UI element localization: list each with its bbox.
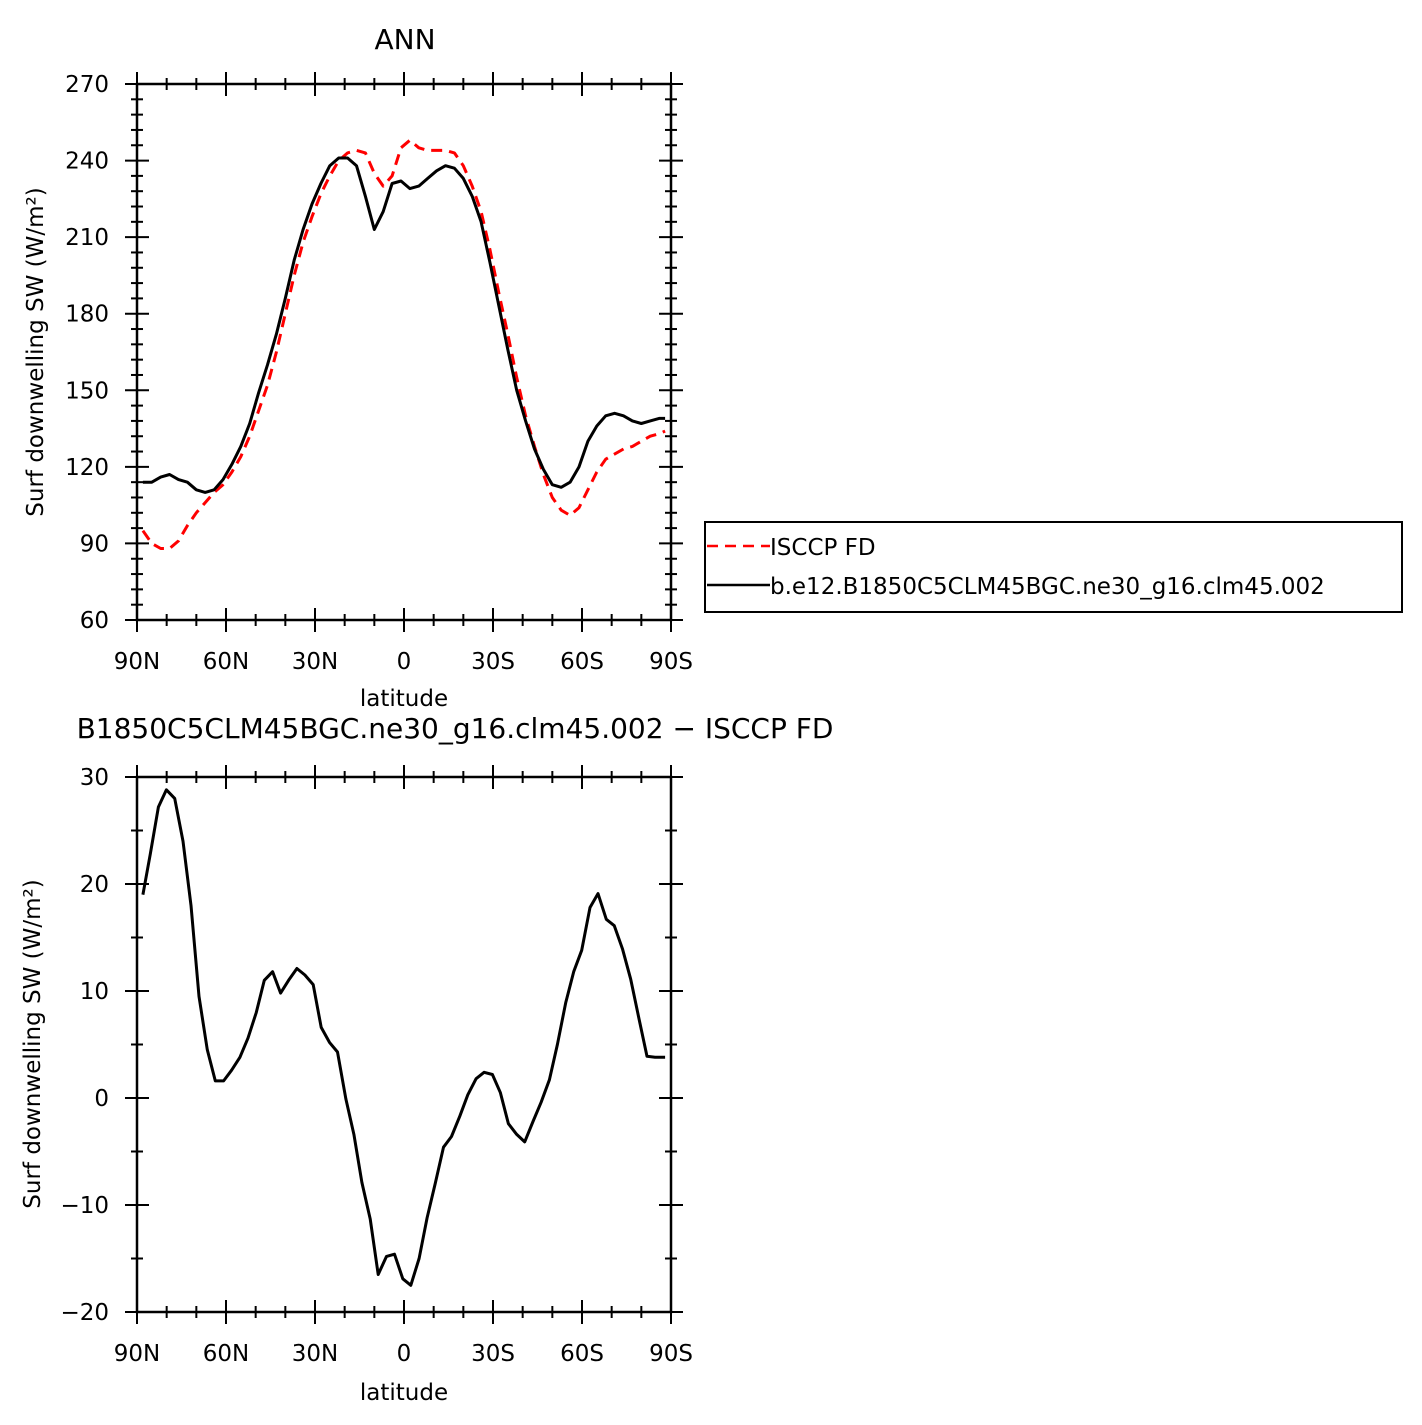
top-x-tick-labels: 90N 60N 30N 0 30S 60S 90S <box>114 649 693 675</box>
bottom-x-tick-label: 90S <box>649 1341 693 1367</box>
bottom-x-tick-label: 30N <box>292 1341 338 1367</box>
top-x-axis-title: latitude <box>360 686 448 712</box>
legend: ISCCP FD b.e12.B1850C5CLM45BGC.ne30_g16.… <box>704 521 1403 613</box>
bottom-series-lines <box>141 788 666 1287</box>
top-series-lines <box>141 138 666 550</box>
top-axis-ticks <box>125 72 683 632</box>
bottom-y-axis-title: Surf downwelling SW (W/m²) <box>20 879 46 1208</box>
bottom-x-tick-label: 0 <box>397 1341 412 1367</box>
top-chart-title: ANN <box>374 23 435 56</box>
top-x-tick-label: 30N <box>292 649 338 675</box>
top-x-tick-label: 90S <box>649 649 693 675</box>
top-panel: ANN Surf downwelling SW (W/m²) latitude … <box>23 23 693 712</box>
top-x-tick-label: 60S <box>560 649 604 675</box>
bottom-x-tick-label: 90N <box>114 1341 160 1367</box>
top-x-tick-label: 0 <box>397 649 412 675</box>
bottom-y-tick-label: 30 <box>80 765 109 791</box>
bottom-x-axis-title: latitude <box>360 1380 448 1406</box>
legend-label-model: b.e12.B1850C5CLM45BGC.ne30_g16.clm45.002 <box>770 574 1325 600</box>
top-y-tick-label: 270 <box>65 72 109 98</box>
bottom-y-tick-labels: −20 −10 0 10 20 30 <box>60 765 109 1326</box>
bottom-chart-title: B1850C5CLM45BGC.ne30_g16.clm45.002 − ISC… <box>77 712 834 745</box>
bottom-axis-ticks <box>125 765 683 1324</box>
bottom-x-tick-label: 30S <box>471 1341 515 1367</box>
top-series-line-solid <box>142 156 666 494</box>
top-y-axis-title: Surf downwelling SW (W/m²) <box>23 187 49 516</box>
legend-label-observations: ISCCP FD <box>770 535 876 561</box>
top-y-tick-label: 180 <box>65 302 109 328</box>
top-y-tick-label: 90 <box>80 531 109 557</box>
top-y-tick-label: 60 <box>80 608 109 634</box>
top-y-tick-labels: 60 90 120 150 180 210 240 270 <box>65 72 109 634</box>
bottom-panel: B1850C5CLM45BGC.ne30_g16.clm45.002 − ISC… <box>20 712 833 1406</box>
top-x-tick-label: 60N <box>203 649 249 675</box>
bottom-x-tick-label: 60N <box>203 1341 249 1367</box>
bottom-y-tick-label: 20 <box>80 872 109 898</box>
legend-box <box>704 521 1403 613</box>
bottom-y-tick-label: −20 <box>60 1300 109 1326</box>
bottom-y-tick-label: −10 <box>60 1193 109 1219</box>
top-plot-frame <box>135 82 673 622</box>
bottom-x-tick-label: 60S <box>560 1341 604 1367</box>
bottom-y-tick-label: 10 <box>80 979 109 1005</box>
top-y-tick-label: 240 <box>65 149 109 175</box>
top-series-line-dashed <box>141 138 666 550</box>
bottom-x-tick-labels: 90N 60N 30N 0 30S 60S 90S <box>114 1341 693 1367</box>
bottom-y-tick-label: 0 <box>94 1086 109 1112</box>
bottom-series-line-solid <box>141 788 666 1287</box>
top-x-tick-label: 30S <box>471 649 515 675</box>
top-y-tick-label: 120 <box>65 455 109 481</box>
top-y-tick-label: 210 <box>65 225 109 251</box>
top-y-tick-label: 150 <box>65 378 109 404</box>
bottom-plot-frame <box>135 775 673 1314</box>
top-x-tick-label: 90N <box>114 649 160 675</box>
